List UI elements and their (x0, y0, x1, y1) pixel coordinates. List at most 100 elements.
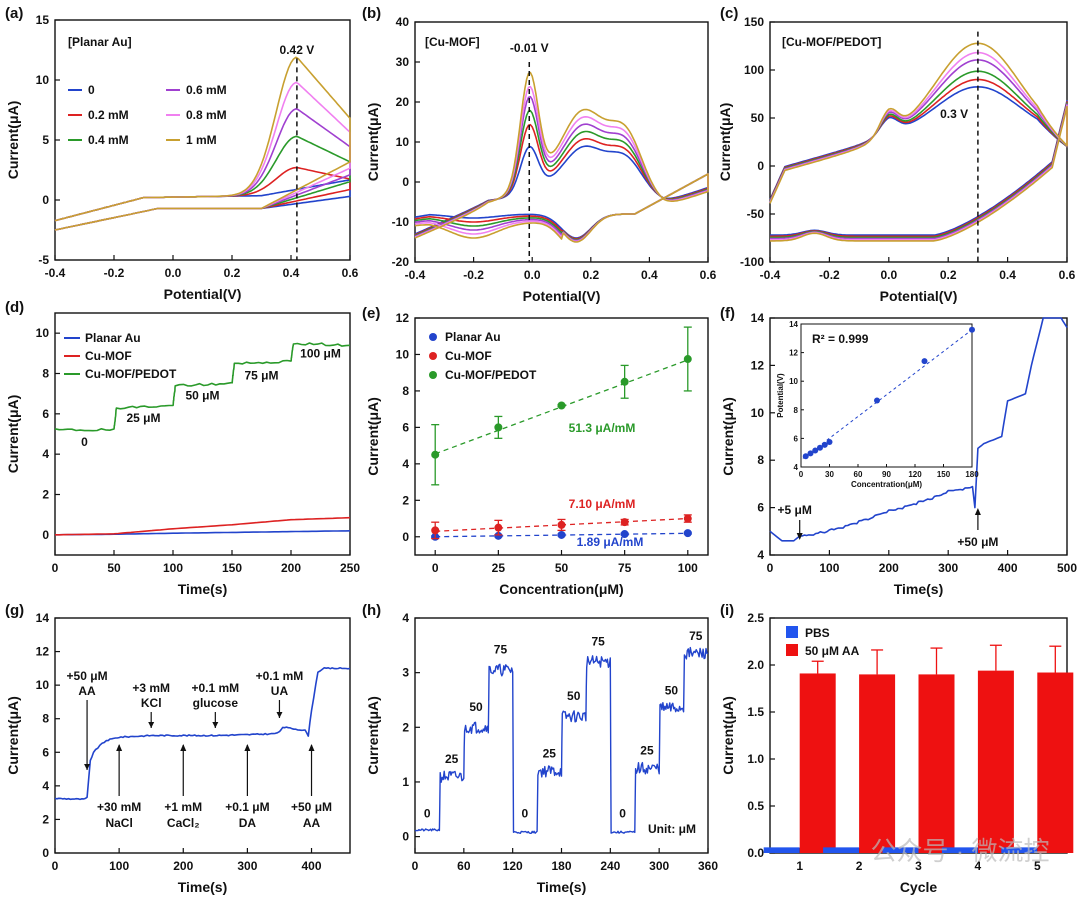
panel-b-y-tick-label: 10 (396, 135, 410, 149)
panel-d-series-1-line (55, 516, 351, 536)
panel-i-y-tick-label: 1.0 (747, 752, 764, 766)
panel-g-top-arrow-label: AA (78, 684, 96, 698)
panel-g-bottom-arrowhead (308, 744, 315, 751)
panel-c-peak-marker-label: 0.3 V (940, 107, 968, 121)
panel-i-series-1-bar (1037, 672, 1074, 853)
panel-f-inset-x-tick-label: 120 (908, 470, 922, 479)
panel-g-top-arrow-label: KCl (141, 696, 162, 710)
panel-i-series-0-bar (941, 847, 978, 853)
panel-h-y-tick-label: 0 (402, 830, 409, 844)
panel-a-legend-label: 0.6 mM (186, 83, 227, 97)
panel-e-series-0-slope-label: 1.89 μA/mM (577, 535, 644, 549)
panel-a-x-tick-label: 0.4 (283, 266, 300, 280)
panel-e-y-tick-label: 12 (396, 311, 410, 325)
panel-f-inset-point (812, 447, 819, 454)
panel-c-label: (c) (720, 5, 738, 22)
panel-c-y-tick-label: -100 (740, 255, 764, 269)
panel-e-series-1-point (557, 520, 566, 529)
panel-i-y-axis-label: Current(μA) (720, 696, 736, 775)
panel-g-y-axis-label: Current(μA) (5, 696, 21, 775)
panel-c-y-axis-label: Current(μA) (717, 103, 733, 182)
panel-c-x-tick-label: 0.4 (999, 268, 1016, 282)
panel-f-y-tick-label: 4 (757, 548, 764, 562)
panel-c-x-tick-label: -0.4 (760, 268, 781, 282)
panel-h-x-tick-label: 360 (698, 859, 718, 873)
panel-a-x-tick-label: -0.2 (104, 266, 125, 280)
panel-b-x-tick-label: 0.6 (700, 268, 717, 282)
panel-d-x-tick-label: 150 (222, 561, 242, 575)
panel-b-x-axis-label: Potential(V) (523, 288, 601, 304)
panel-g-x-tick-label: 400 (302, 859, 322, 873)
panel-i-series-1-bar (799, 673, 836, 853)
panel-f-inset-y-tick-label: 8 (794, 406, 799, 415)
panel-f-inset-x-axis-label: Concentration(μM) (851, 480, 922, 489)
panel-g-top-arrowhead (276, 712, 283, 718)
panel-e-series-2-slope-label: 51.3 μA/mM (569, 421, 636, 435)
panel-i-legend-label: 50 μM AA (805, 644, 860, 658)
panel-e-series-1-point (431, 526, 440, 535)
panel-h-level-label: 0 (619, 806, 626, 820)
panel-i-legend-swatch (786, 644, 798, 656)
panel-i-legend-label: PBS (805, 626, 830, 640)
panel-i-series-0-bar (882, 847, 919, 853)
panel-f-annotation-arrowhead (796, 533, 803, 540)
panel-e-series-1-slope-label: 7.10 μA/mM (569, 497, 636, 511)
panel-i-x-axis-label: Cycle (900, 879, 938, 895)
panel-d-x-tick-label: 250 (340, 561, 360, 575)
panel-e-legend-label: Planar Au (445, 330, 501, 344)
panel-d-step-label: 0 (81, 435, 88, 449)
panel-d-legend-label: Cu-MOF (85, 349, 132, 363)
panel-e-label: (e) (362, 305, 380, 322)
panel-d-y-axis-label: Current(μA) (5, 395, 21, 474)
panel-h-y-tick-label: 4 (402, 611, 409, 625)
panel-f-inset-point (874, 397, 880, 404)
panel-h-level-label: 25 (445, 752, 459, 766)
panel-f-annotation-label: +5 μM (778, 503, 812, 517)
panel-a-y-tick-label: 10 (36, 73, 50, 87)
panel-d-y-tick-label: 4 (42, 447, 49, 461)
panel-a-series-5-curve (54, 56, 351, 231)
panel-e-series-1-point (620, 518, 629, 527)
panel-c-y-tick-label: 100 (744, 63, 764, 77)
panel-f-x-tick-label: 300 (938, 561, 958, 575)
panel-e-x-tick-label: 25 (492, 561, 506, 575)
panel-i-y-tick-label: 1.5 (747, 705, 764, 719)
panel-h-x-tick-label: 60 (457, 859, 471, 873)
panel-f-inset-point (802, 453, 809, 460)
panel-d-x-tick-label: 0 (52, 561, 59, 575)
panel-i-y-tick-label: 2.0 (747, 658, 764, 672)
panel-h-unit-label: Unit: μM (648, 822, 696, 836)
panel-c-series-2-curve (769, 70, 1068, 239)
panel-h-x-tick-label: 240 (600, 859, 620, 873)
panel-f-inset-x-tick-label: 0 (799, 470, 804, 479)
panel-i-y-tick-label: 0.0 (747, 846, 764, 860)
panel-b-y-tick-label: -10 (392, 215, 410, 229)
panel-c-y-tick-label: 0 (757, 159, 764, 173)
panel-a-y-tick-label: 0 (42, 193, 49, 207)
panel-e-y-tick-label: 0 (402, 530, 409, 544)
panel-h-level-label: 75 (494, 643, 508, 657)
panel-f-y-tick-label: 8 (757, 453, 764, 467)
panel-e-x-tick-label: 0 (432, 561, 439, 575)
panel-h-level-label: 25 (543, 746, 557, 760)
panel-d-label: (d) (5, 299, 24, 316)
panel-g-y-tick-label: 8 (42, 712, 49, 726)
panel-h-level-label: 25 (640, 744, 654, 758)
panel-b-x-tick-label: 0.2 (582, 268, 599, 282)
panel-f-annotation-label: +50 μM (957, 535, 998, 549)
panel-h-x-axis-label: Time(s) (537, 879, 587, 895)
panel-g-bottom-arrow-label: AA (303, 816, 321, 830)
panel-d-frame (54, 312, 351, 556)
panel-b-series-1-curve (414, 123, 709, 240)
panel-e-legend-swatch (429, 352, 437, 360)
panel-b-y-tick-label: -20 (392, 255, 410, 269)
panel-a-x-axis-label: Potential(V) (164, 286, 242, 302)
panel-h-x-tick-label: 300 (649, 859, 669, 873)
panel-i-series-1-bar (977, 670, 1014, 853)
panel-d-x-tick-label: 200 (281, 561, 301, 575)
panel-h-y-tick-label: 1 (402, 775, 409, 789)
panel-g-y-tick-label: 0 (42, 846, 49, 860)
panel-f-inset-x-tick-label: 150 (937, 470, 951, 479)
panel-g-top-arrowhead (84, 764, 91, 770)
panel-i-y-tick-label: 2.5 (747, 611, 764, 625)
